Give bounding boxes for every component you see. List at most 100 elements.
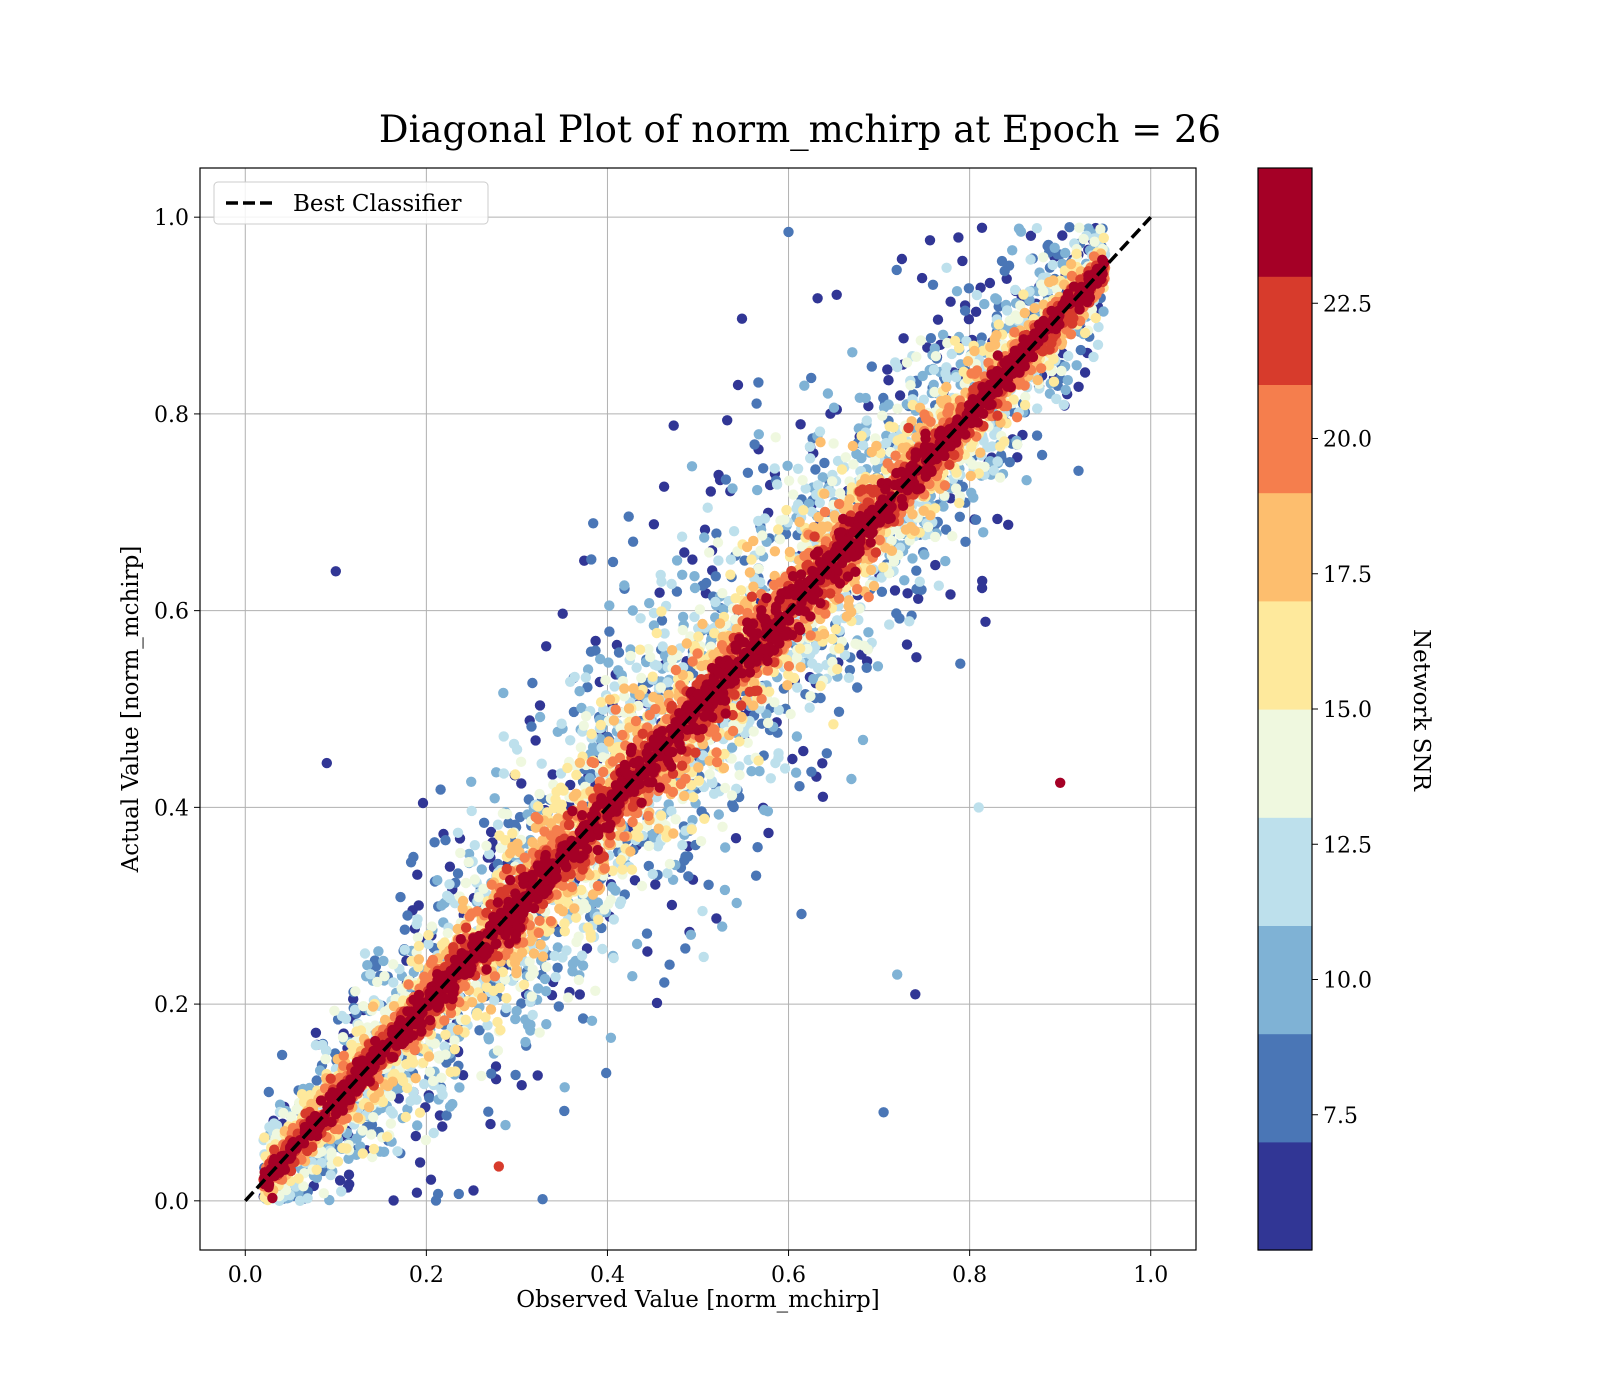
scatter-point bbox=[626, 864, 638, 875]
scatter-point bbox=[876, 586, 888, 597]
scatter-point bbox=[585, 928, 596, 939]
scatter-point bbox=[812, 293, 823, 304]
scatter-point bbox=[807, 658, 818, 669]
scatter-point bbox=[947, 531, 958, 542]
scatter-point bbox=[992, 513, 1003, 525]
scatter-point bbox=[559, 1082, 570, 1093]
scatter-point bbox=[833, 706, 845, 717]
scatter-point bbox=[670, 814, 681, 825]
scatter-point bbox=[815, 680, 826, 692]
scatter-point bbox=[711, 913, 722, 924]
scatter-point bbox=[429, 837, 440, 848]
scatter-point bbox=[468, 1185, 479, 1196]
scatter-point bbox=[1089, 236, 1100, 247]
scatter-point bbox=[497, 808, 509, 819]
scatter-point bbox=[960, 536, 971, 547]
scatter-point bbox=[792, 682, 803, 693]
scatter-point bbox=[652, 660, 663, 671]
scatter-point bbox=[498, 731, 509, 742]
scatter-point bbox=[925, 333, 937, 344]
scatter-point bbox=[494, 982, 505, 994]
scatter-point bbox=[788, 489, 799, 500]
scatter-point bbox=[582, 664, 594, 675]
scatter-point bbox=[402, 910, 413, 921]
scatter-point bbox=[385, 1118, 397, 1129]
scatter-point bbox=[762, 717, 774, 729]
scatter-point bbox=[432, 1188, 444, 1200]
scatter-point bbox=[582, 682, 593, 693]
scatter-point bbox=[783, 226, 794, 238]
scatter-point bbox=[476, 1070, 487, 1082]
scatter-point bbox=[783, 475, 795, 486]
scatter-point bbox=[526, 721, 537, 732]
scatter-point bbox=[857, 734, 869, 746]
scatter-point bbox=[835, 488, 846, 499]
scatter-point bbox=[828, 402, 840, 413]
scatter-point bbox=[710, 571, 721, 582]
scatter-point bbox=[482, 1020, 493, 1031]
scatter-point bbox=[656, 810, 667, 821]
scatter-point bbox=[794, 781, 805, 792]
scatter-point bbox=[1075, 344, 1087, 356]
scatter-point bbox=[704, 547, 715, 558]
scatter-point bbox=[1015, 226, 1027, 237]
scatter-point bbox=[898, 333, 909, 344]
scatter-point bbox=[827, 476, 838, 487]
scatter-point bbox=[896, 253, 908, 265]
scatter-point bbox=[954, 497, 965, 509]
scatter-point bbox=[695, 836, 707, 847]
scatter-point bbox=[664, 858, 676, 870]
scatter-point bbox=[311, 1075, 322, 1086]
scatter-point bbox=[428, 1127, 439, 1139]
scatter-point bbox=[861, 415, 872, 426]
scatter-point bbox=[547, 769, 558, 780]
scatter-point bbox=[541, 641, 552, 652]
scatter-point bbox=[585, 646, 597, 657]
scatter-point bbox=[861, 662, 872, 673]
scatter-point bbox=[753, 515, 764, 527]
scatter-point bbox=[769, 697, 780, 708]
scatter-point bbox=[717, 921, 728, 932]
scatter-point bbox=[787, 753, 798, 765]
scatter-point bbox=[1036, 449, 1048, 461]
scatter-point bbox=[400, 1111, 411, 1123]
scatter-point bbox=[427, 1075, 439, 1087]
scatter-point bbox=[881, 437, 892, 449]
scatter-point bbox=[605, 1032, 617, 1044]
scatter-point bbox=[362, 960, 373, 971]
scatter-point bbox=[966, 487, 977, 498]
scatter-point bbox=[615, 896, 627, 907]
scatter-point bbox=[970, 306, 982, 317]
scatter-point bbox=[836, 464, 848, 475]
scatter-point bbox=[276, 1049, 288, 1061]
scatter-point bbox=[469, 874, 480, 885]
scatter-point bbox=[848, 459, 859, 470]
scatter-point bbox=[909, 525, 920, 536]
scatter-point bbox=[878, 1107, 889, 1118]
scatter-point bbox=[686, 461, 698, 472]
scatter-point bbox=[877, 410, 888, 421]
scatter-point bbox=[937, 329, 949, 340]
scatter-point bbox=[930, 559, 941, 571]
scatter-point bbox=[1093, 321, 1104, 333]
scatter-point bbox=[828, 438, 839, 449]
scatter-point bbox=[444, 879, 455, 890]
scatter-point bbox=[503, 817, 514, 829]
scatter-point bbox=[1073, 465, 1084, 476]
scatter-point bbox=[580, 711, 592, 722]
scatter-point bbox=[805, 691, 816, 702]
scatter-point bbox=[884, 421, 895, 432]
scatter-point bbox=[689, 582, 701, 594]
scatter-point bbox=[532, 1070, 543, 1081]
scatter-point bbox=[712, 537, 724, 548]
scatter-point bbox=[651, 627, 662, 639]
scatter-point bbox=[559, 918, 570, 929]
scatter-point bbox=[761, 709, 772, 720]
scatter-point bbox=[278, 1107, 289, 1119]
scatter-point bbox=[687, 554, 698, 565]
scatter-point bbox=[607, 556, 619, 568]
scatter-point bbox=[699, 813, 710, 824]
scatter-point bbox=[771, 479, 783, 490]
scatter-point bbox=[844, 664, 856, 676]
